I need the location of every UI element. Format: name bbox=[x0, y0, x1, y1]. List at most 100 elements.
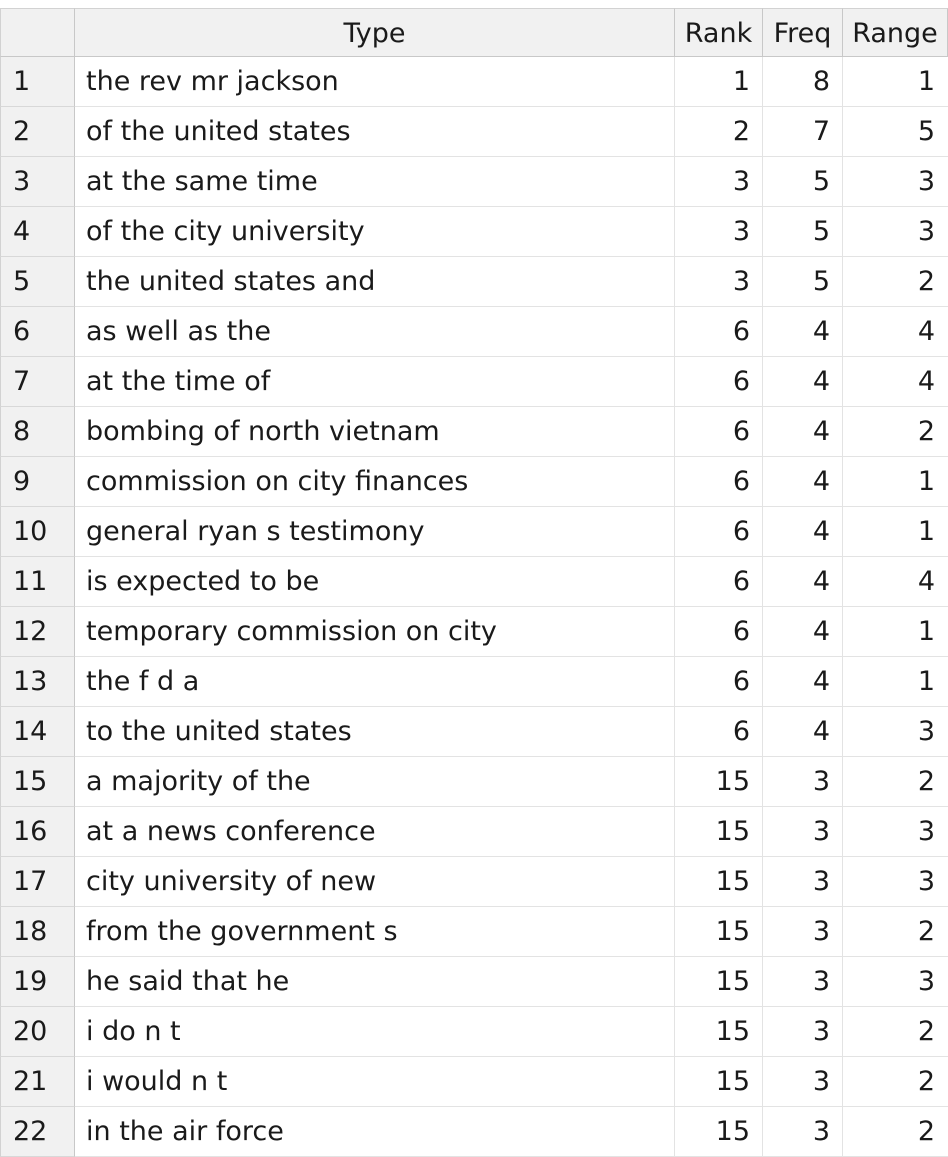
freq-cell[interactable]: 3 bbox=[763, 807, 843, 857]
type-cell[interactable]: the rev mr jackson bbox=[75, 57, 675, 107]
type-cell[interactable]: of the united states bbox=[75, 107, 675, 157]
type-cell[interactable]: to the united states bbox=[75, 707, 675, 757]
row-number[interactable]: 8 bbox=[0, 407, 75, 457]
row-number[interactable]: 5 bbox=[0, 257, 75, 307]
rank-cell[interactable]: 3 bbox=[675, 157, 763, 207]
row-number[interactable]: 9 bbox=[0, 457, 75, 507]
range-cell[interactable]: 2 bbox=[843, 1057, 948, 1107]
rank-cell[interactable]: 6 bbox=[675, 657, 763, 707]
row-number[interactable]: 20 bbox=[0, 1007, 75, 1057]
rank-cell[interactable]: 15 bbox=[675, 907, 763, 957]
rank-cell[interactable]: 15 bbox=[675, 757, 763, 807]
type-cell[interactable]: temporary commission on city bbox=[75, 607, 675, 657]
freq-cell[interactable]: 4 bbox=[763, 457, 843, 507]
freq-cell[interactable]: 3 bbox=[763, 1057, 843, 1107]
freq-cell[interactable]: 8 bbox=[763, 57, 843, 107]
rank-cell[interactable]: 2 bbox=[675, 107, 763, 157]
freq-cell[interactable]: 5 bbox=[763, 207, 843, 257]
type-cell[interactable]: i would n t bbox=[75, 1057, 675, 1107]
type-cell[interactable]: in the air force bbox=[75, 1107, 675, 1157]
freq-cell[interactable]: 3 bbox=[763, 1107, 843, 1157]
freq-cell[interactable]: 4 bbox=[763, 707, 843, 757]
row-number[interactable]: 18 bbox=[0, 907, 75, 957]
range-cell[interactable]: 2 bbox=[843, 257, 948, 307]
freq-cell[interactable]: 3 bbox=[763, 757, 843, 807]
range-cell[interactable]: 4 bbox=[843, 557, 948, 607]
row-number[interactable]: 12 bbox=[0, 607, 75, 657]
row-number[interactable]: 21 bbox=[0, 1057, 75, 1107]
row-number[interactable]: 22 bbox=[0, 1107, 75, 1157]
type-cell[interactable]: city university of new bbox=[75, 857, 675, 907]
freq-cell[interactable]: 3 bbox=[763, 907, 843, 957]
range-cell[interactable]: 1 bbox=[843, 607, 948, 657]
type-cell[interactable]: commission on city finances bbox=[75, 457, 675, 507]
type-cell[interactable]: from the government s bbox=[75, 907, 675, 957]
range-cell[interactable]: 2 bbox=[843, 757, 948, 807]
column-header-range[interactable]: Range bbox=[843, 8, 948, 57]
rank-cell[interactable]: 15 bbox=[675, 857, 763, 907]
range-cell[interactable]: 4 bbox=[843, 307, 948, 357]
column-header-freq[interactable]: Freq bbox=[763, 8, 843, 57]
range-cell[interactable]: 3 bbox=[843, 957, 948, 1007]
range-cell[interactable]: 3 bbox=[843, 207, 948, 257]
freq-cell[interactable]: 3 bbox=[763, 1007, 843, 1057]
type-cell[interactable]: i do n t bbox=[75, 1007, 675, 1057]
type-cell[interactable]: is expected to be bbox=[75, 557, 675, 607]
column-header-type[interactable]: Type bbox=[75, 8, 675, 57]
range-cell[interactable]: 2 bbox=[843, 1007, 948, 1057]
row-number[interactable]: 15 bbox=[0, 757, 75, 807]
rank-cell[interactable]: 6 bbox=[675, 607, 763, 657]
row-number[interactable]: 10 bbox=[0, 507, 75, 557]
rank-cell[interactable]: 15 bbox=[675, 1007, 763, 1057]
type-cell[interactable]: he said that he bbox=[75, 957, 675, 1007]
freq-cell[interactable]: 3 bbox=[763, 957, 843, 1007]
row-number[interactable]: 7 bbox=[0, 357, 75, 407]
row-number[interactable]: 6 bbox=[0, 307, 75, 357]
rank-cell[interactable]: 6 bbox=[675, 357, 763, 407]
range-cell[interactable]: 4 bbox=[843, 357, 948, 407]
rank-cell[interactable]: 15 bbox=[675, 1107, 763, 1157]
range-cell[interactable]: 1 bbox=[843, 457, 948, 507]
column-header-rank[interactable]: Rank bbox=[675, 8, 763, 57]
row-number[interactable]: 17 bbox=[0, 857, 75, 907]
range-cell[interactable]: 3 bbox=[843, 157, 948, 207]
range-cell[interactable]: 3 bbox=[843, 807, 948, 857]
type-cell[interactable]: the united states and bbox=[75, 257, 675, 307]
rank-cell[interactable]: 15 bbox=[675, 807, 763, 857]
freq-cell[interactable]: 3 bbox=[763, 857, 843, 907]
row-number[interactable]: 11 bbox=[0, 557, 75, 607]
range-cell[interactable]: 1 bbox=[843, 57, 948, 107]
range-cell[interactable]: 5 bbox=[843, 107, 948, 157]
freq-cell[interactable]: 4 bbox=[763, 607, 843, 657]
range-cell[interactable]: 3 bbox=[843, 857, 948, 907]
rank-cell[interactable]: 1 bbox=[675, 57, 763, 107]
type-cell[interactable]: the f d a bbox=[75, 657, 675, 707]
type-cell[interactable]: at a news conference bbox=[75, 807, 675, 857]
freq-cell[interactable]: 7 bbox=[763, 107, 843, 157]
row-number[interactable]: 19 bbox=[0, 957, 75, 1007]
row-number[interactable]: 16 bbox=[0, 807, 75, 857]
range-cell[interactable]: 2 bbox=[843, 907, 948, 957]
rank-cell[interactable]: 15 bbox=[675, 957, 763, 1007]
row-number[interactable]: 13 bbox=[0, 657, 75, 707]
row-number[interactable]: 1 bbox=[0, 57, 75, 107]
row-number[interactable]: 4 bbox=[0, 207, 75, 257]
rank-cell[interactable]: 6 bbox=[675, 307, 763, 357]
rank-cell[interactable]: 3 bbox=[675, 207, 763, 257]
range-cell[interactable]: 1 bbox=[843, 657, 948, 707]
row-number[interactable]: 14 bbox=[0, 707, 75, 757]
freq-cell[interactable]: 4 bbox=[763, 657, 843, 707]
freq-cell[interactable]: 4 bbox=[763, 307, 843, 357]
type-cell[interactable]: of the city university bbox=[75, 207, 675, 257]
rank-cell[interactable]: 6 bbox=[675, 707, 763, 757]
range-cell[interactable]: 3 bbox=[843, 707, 948, 757]
range-cell[interactable]: 2 bbox=[843, 407, 948, 457]
type-cell[interactable]: bombing of north vietnam bbox=[75, 407, 675, 457]
row-number[interactable]: 3 bbox=[0, 157, 75, 207]
range-cell[interactable]: 2 bbox=[843, 1107, 948, 1157]
freq-cell[interactable]: 4 bbox=[763, 357, 843, 407]
type-cell[interactable]: as well as the bbox=[75, 307, 675, 357]
rank-cell[interactable]: 3 bbox=[675, 257, 763, 307]
type-cell[interactable]: at the same time bbox=[75, 157, 675, 207]
rank-cell[interactable]: 6 bbox=[675, 507, 763, 557]
